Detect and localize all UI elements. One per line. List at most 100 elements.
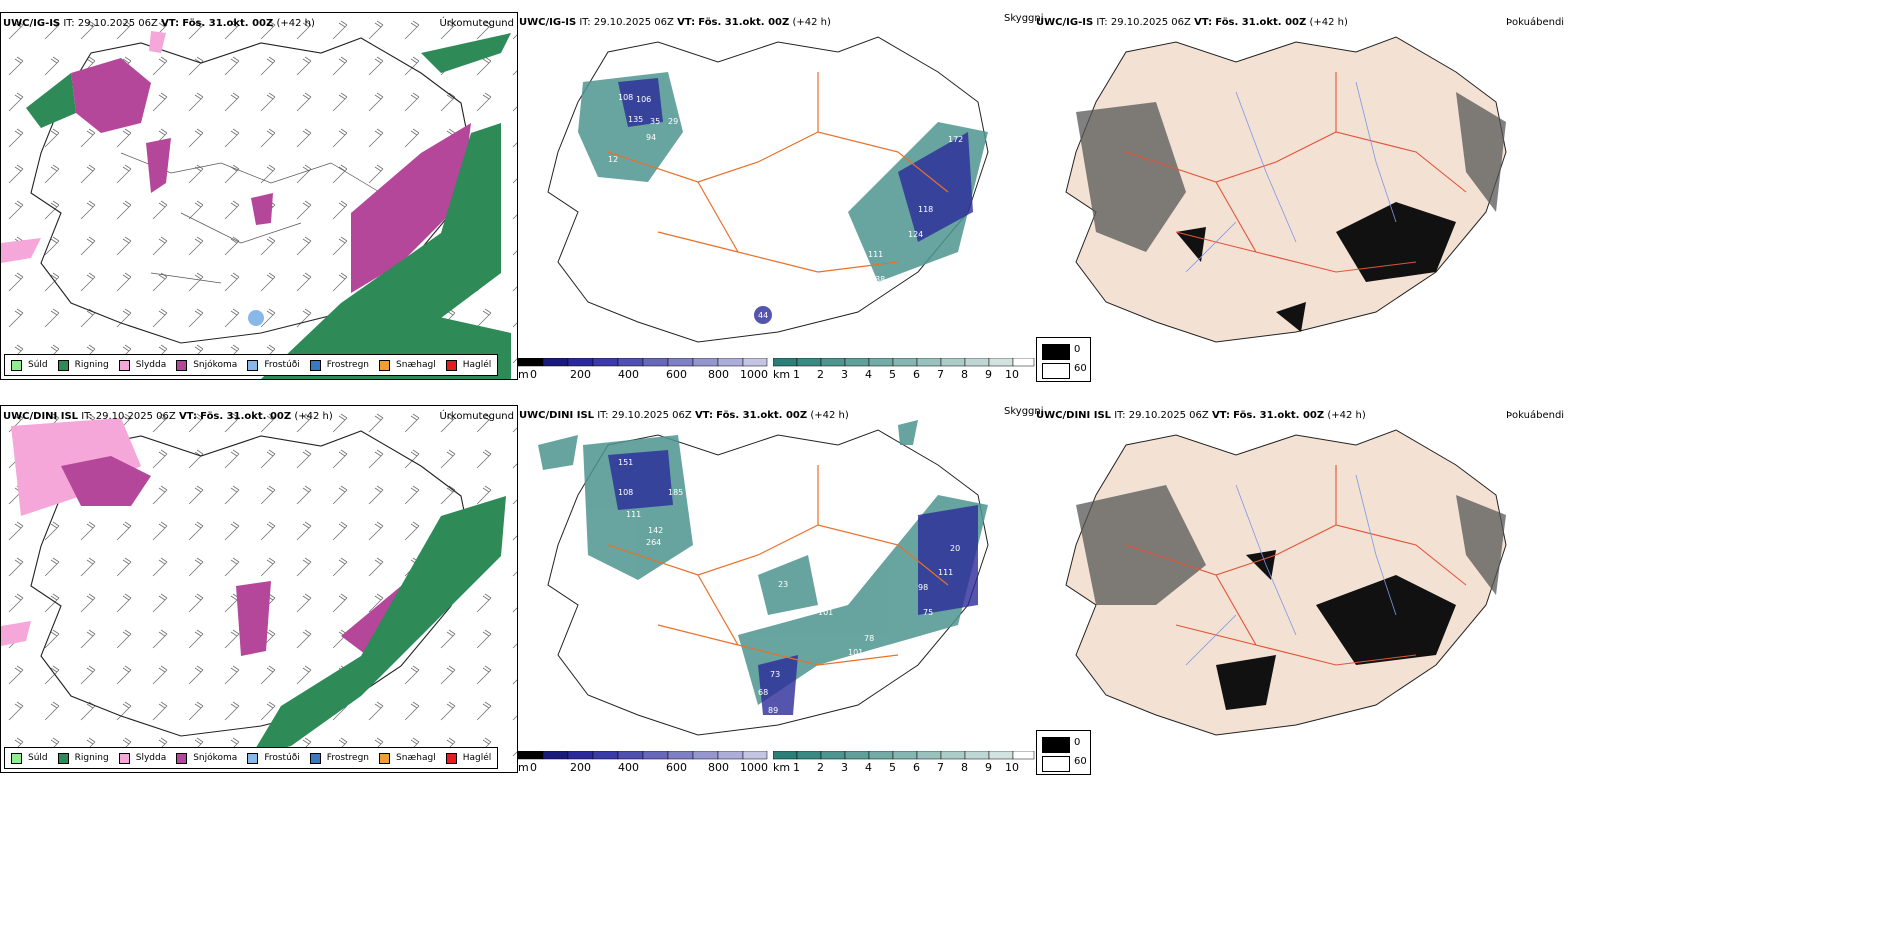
panel-title: Skyggni	[1004, 13, 1044, 24]
colorbar-tick: 6	[913, 761, 920, 774]
visibility-panel-bottom: UWC/DINI ISL IT: 29.10.2025 06Z VT: Fös.…	[518, 405, 1044, 774]
fog-swatch	[1042, 737, 1070, 753]
svg-text:108: 108	[618, 488, 633, 497]
legend-swatch	[118, 752, 130, 764]
colorbar-tick: 0	[530, 761, 537, 774]
colorbar-unit: km	[773, 368, 791, 381]
colorbar-tick: 1	[793, 761, 800, 774]
svg-text:29: 29	[668, 117, 678, 126]
precip-type-panel-top: UWC/IG-IS IT: 29.10.2025 06Z VT: Fös. 31…	[0, 12, 518, 380]
fog-swatch	[1042, 363, 1070, 379]
legend-item: Snjókoma	[176, 752, 237, 764]
svg-text:118: 118	[918, 205, 933, 214]
colorbar-tick: 3	[841, 368, 848, 381]
svg-text:111: 111	[868, 250, 883, 259]
svg-text:101: 101	[818, 608, 833, 617]
legend-swatch	[57, 752, 69, 764]
fog-panel-top: UWC/IG-IS IT: 29.10.2025 06Z VT: Fös. 31…	[1036, 12, 1900, 382]
svg-text:185: 185	[668, 488, 683, 497]
panel-title: Úrkomutegund	[439, 18, 514, 29]
svg-text:106: 106	[636, 95, 651, 104]
legend-item: Haglél	[445, 359, 491, 371]
panel-header: UWC/DINI ISL IT: 29.10.2025 06Z VT: Fös.…	[1036, 410, 1366, 421]
panel-header: UWC/DINI ISL IT: 29.10.2025 06Z VT: Fös.…	[3, 411, 333, 422]
colorbar-tick: 600	[666, 761, 687, 774]
panel-header: UWC/IG-IS IT: 29.10.2025 06Z VT: Fös. 31…	[1036, 17, 1348, 28]
legend-swatch	[11, 359, 22, 371]
colorbar-m-swatches	[518, 751, 768, 760]
svg-text:44: 44	[758, 311, 768, 320]
panel-header: UWC/DINI ISL IT: 29.10.2025 06Z VT: Fös.…	[519, 410, 849, 421]
colorbar-km-swatches	[773, 358, 1035, 367]
colorbar-tick: 9	[985, 368, 992, 381]
visibility-panel-top: UWC/IG-IS IT: 29.10.2025 06Z VT: Fös. 31…	[518, 12, 1044, 381]
colorbar-tick: 1000	[740, 761, 768, 774]
colorbar-tick: 400	[618, 368, 639, 381]
svg-text:35: 35	[650, 117, 660, 126]
legend-swatch	[176, 359, 188, 371]
fog-legend: 0 60	[1036, 730, 1091, 775]
svg-text:142: 142	[648, 526, 663, 535]
colorbar-tick: 400	[618, 761, 639, 774]
precip-legend: Súld Rigning Slydda Snjókoma Frostúði Fr…	[4, 354, 499, 376]
svg-text:98: 98	[918, 583, 928, 592]
visibility-map: 151 108 185 111 142 264 23 101 111 98 75…	[538, 420, 989, 736]
legend-item: Haglél	[445, 752, 491, 764]
fog-legend-label: 60	[1074, 363, 1087, 374]
colorbar-unit: km	[773, 761, 791, 774]
colorbar-tick: 7	[937, 761, 944, 774]
colorbar-tick: 0	[530, 368, 537, 381]
legend-swatch	[247, 359, 259, 371]
svg-text:94: 94	[646, 133, 656, 142]
visibility-values: 108 135 94 12 35 104 106 29 118 124 111 …	[608, 93, 963, 320]
colorbar-tick: 1	[793, 368, 800, 381]
fog-legend-label: 0	[1074, 344, 1081, 355]
svg-text:104: 104	[628, 183, 643, 192]
svg-text:111: 111	[626, 510, 641, 519]
fog-legend-label: 60	[1074, 756, 1087, 767]
colorbar-tick: 200	[570, 761, 591, 774]
colorbar-tick: 10	[1005, 368, 1019, 381]
legend-swatch	[445, 752, 457, 764]
legend-swatch	[309, 752, 321, 764]
legend-swatch	[309, 359, 321, 371]
legend-swatch	[247, 752, 259, 764]
svg-text:23: 23	[778, 580, 788, 589]
colorbar-tick: 200	[570, 368, 591, 381]
svg-text:151: 151	[618, 458, 633, 467]
fog-swatch	[1042, 344, 1070, 360]
legend-item: Snæhagl	[379, 752, 436, 764]
visibility-colorbar-m: m 0 200 400 600 800 1000	[518, 358, 768, 381]
visibility-colorbar-km: km 1 2 3 4 5 6 7 8 9 10	[773, 751, 1035, 774]
sleet-areas	[1, 31, 166, 263]
legend-item: Súld	[11, 752, 48, 764]
precip-map	[1, 406, 517, 772]
legend-item: Frostregn	[309, 752, 369, 764]
legend-item: Slydda	[118, 752, 166, 764]
colorbar-tick: 5	[889, 761, 896, 774]
fog-map	[1065, 429, 1507, 736]
fog-legend-label: 0	[1074, 737, 1081, 748]
snow-areas	[71, 58, 471, 293]
svg-text:92: 92	[858, 660, 868, 669]
legend-item: Rigning	[57, 359, 109, 371]
visibility-colorbar-m: m 0 200 400 600 800 1000	[518, 751, 768, 774]
visibility-map: 108 135 94 12 35 104 106 29 118 124 111 …	[547, 36, 989, 343]
precip-map	[1, 13, 517, 379]
legend-item: Súld	[11, 359, 48, 371]
legend-item: Frostregn	[309, 359, 369, 371]
colorbar-unit: m	[518, 761, 529, 774]
colorbar-tick: 9	[985, 761, 992, 774]
legend-item: Slydda	[118, 359, 166, 371]
colorbar-tick: 600	[666, 368, 687, 381]
visibility-colorbar-km: km 1 2 3 4 5 6 7 8 9 10	[773, 358, 1035, 381]
legend-item: Snjókoma	[176, 359, 237, 371]
precip-type-panel-bottom: UWC/DINI ISL IT: 29.10.2025 06Z VT: Fös.…	[0, 405, 518, 773]
colorbar-tick: 800	[708, 368, 729, 381]
svg-text:68: 68	[758, 688, 768, 697]
svg-text:101: 101	[848, 648, 863, 657]
colorbar-tick: 10	[1005, 761, 1019, 774]
fog-panel-bottom: UWC/DINI ISL IT: 29.10.2025 06Z VT: Fös.…	[1036, 405, 1900, 775]
panel-title: Úrkomutegund	[439, 411, 514, 422]
panel-title: Þokuábendi	[1506, 17, 1565, 28]
